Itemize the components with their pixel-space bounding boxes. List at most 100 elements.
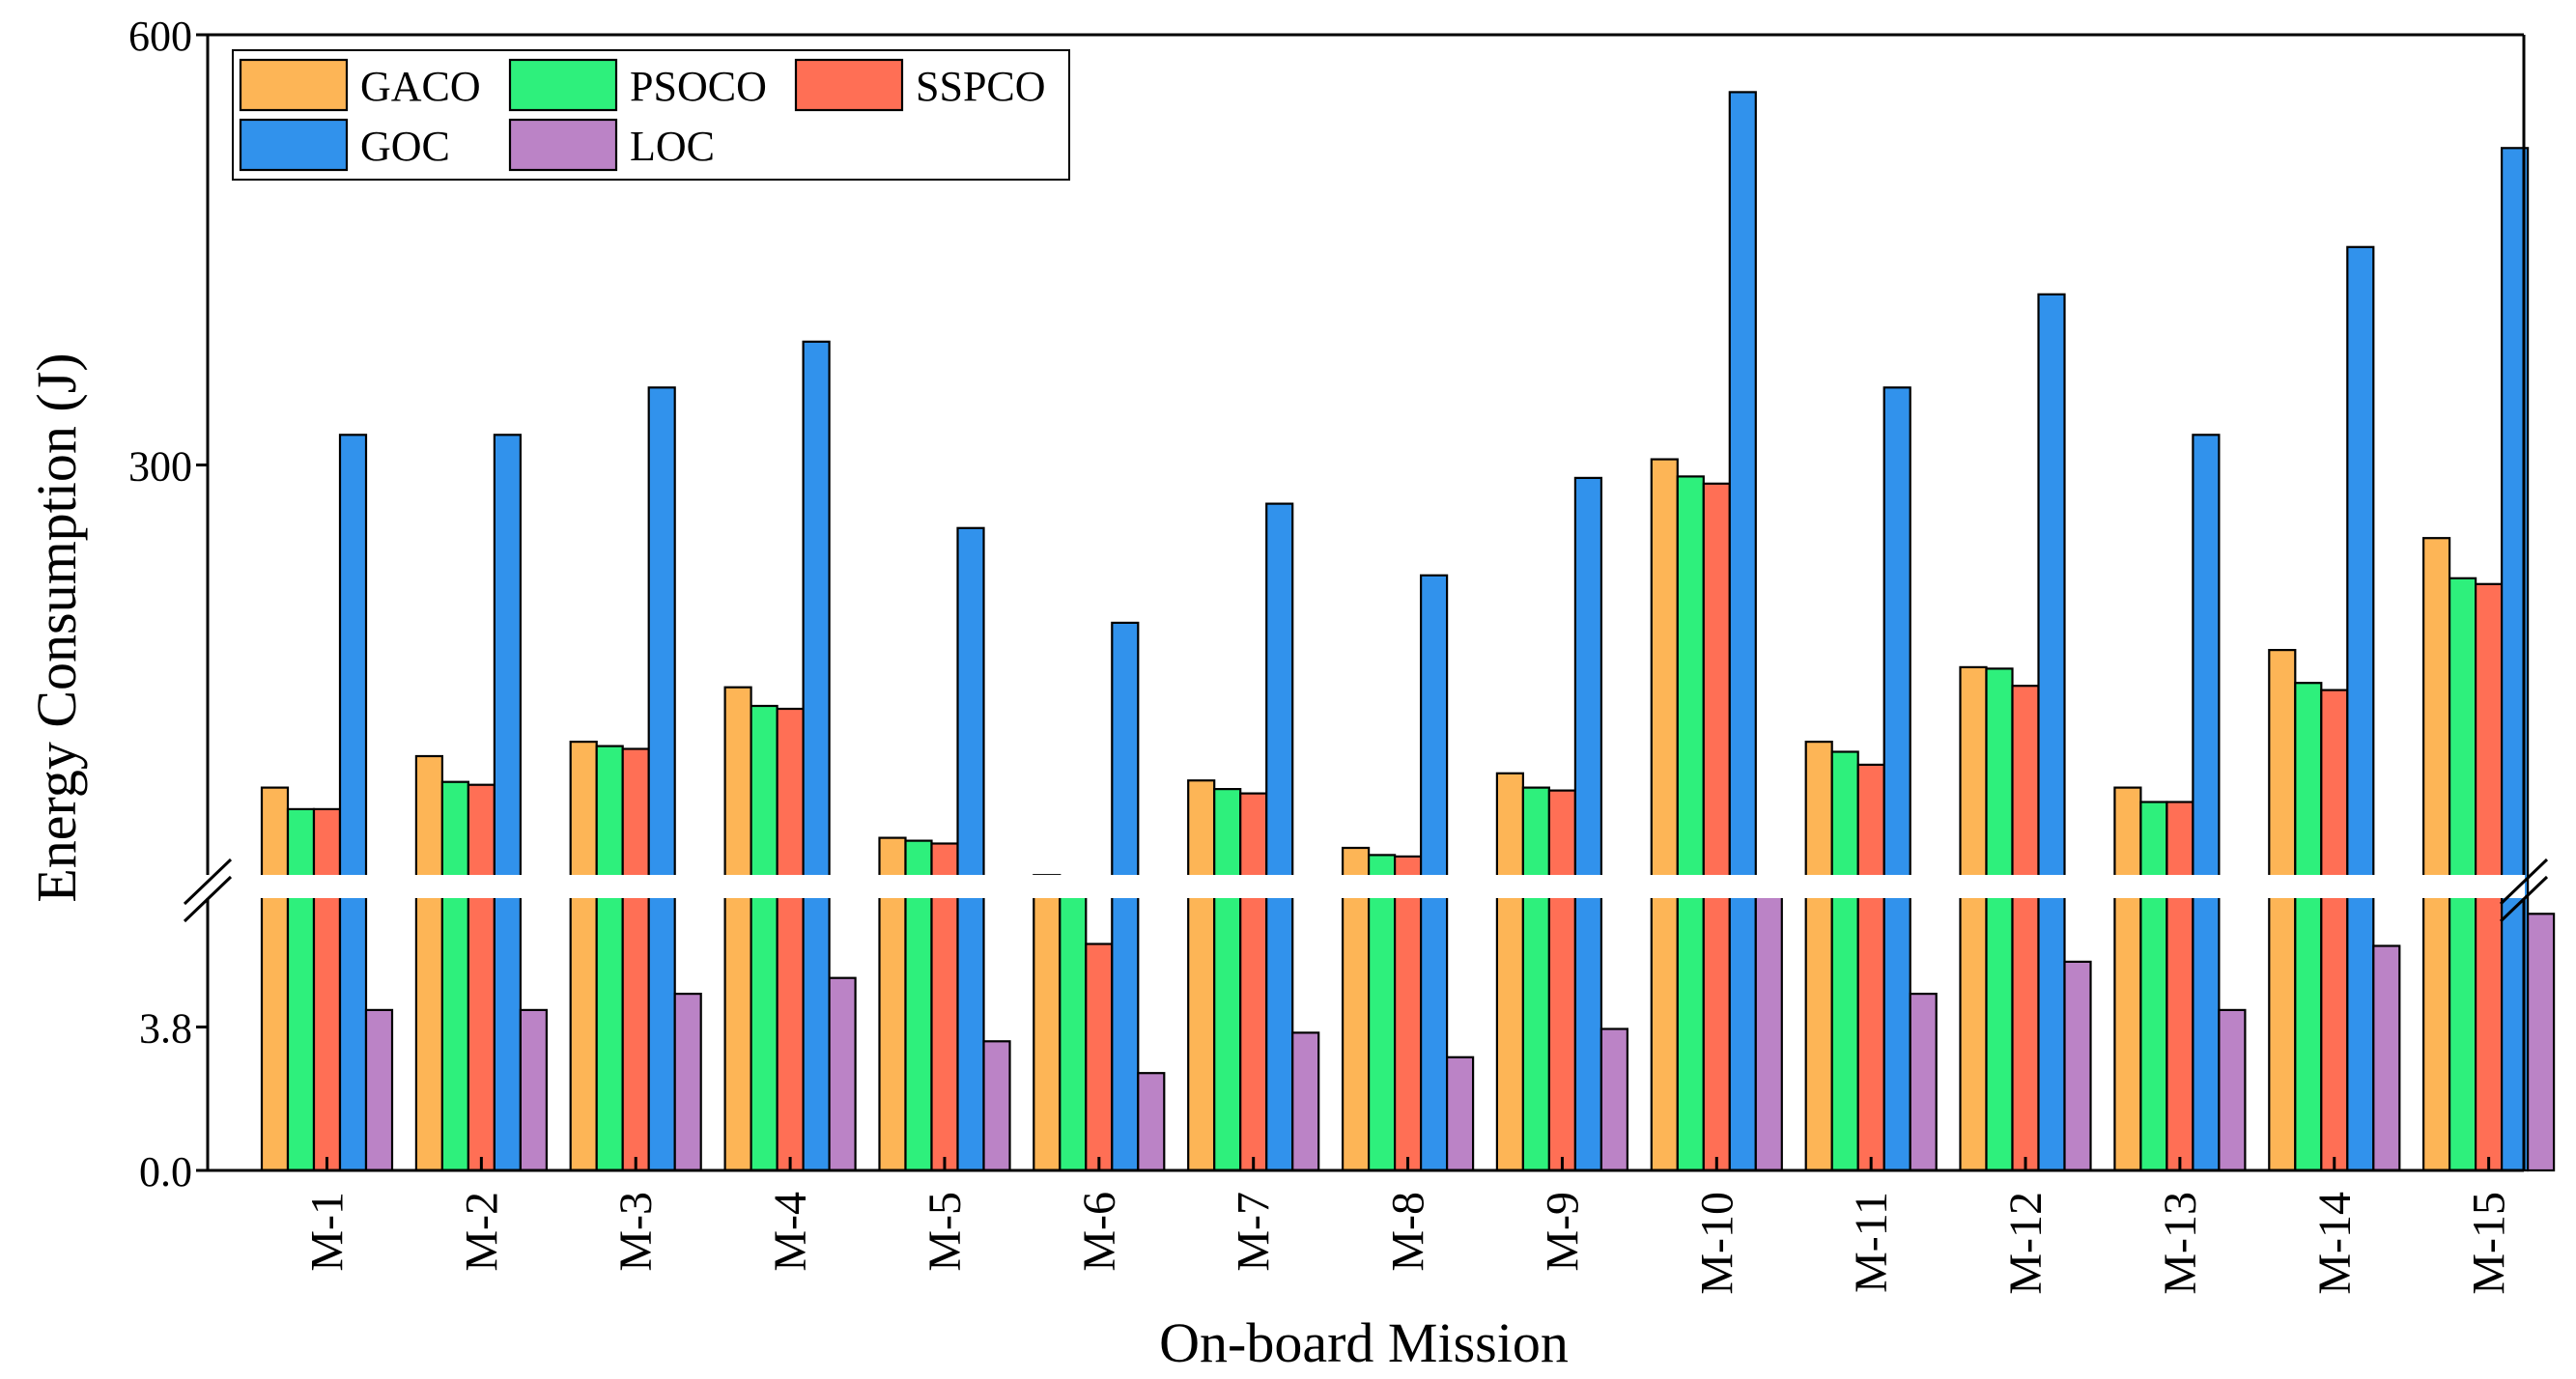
- y-tick-label: 3.8: [139, 1005, 192, 1053]
- bar-psoco-m-8: [1367, 854, 1397, 1172]
- bar-loc-m-7: [1291, 1031, 1320, 1172]
- bar-gaco-m-11: [1804, 740, 1833, 1172]
- x-tick-label: M-10: [1691, 1192, 1742, 1295]
- bar-loc-m-13: [2218, 1008, 2247, 1172]
- bar-gaco-m-3: [569, 740, 598, 1172]
- legend-label-sspco: SSPCO: [916, 63, 1046, 110]
- y-tick-label: 0.0: [139, 1148, 192, 1196]
- bar-goc-m-5: [956, 526, 985, 1172]
- bar-psoco-m-3: [595, 745, 624, 1172]
- x-axis-label: On-board Mission: [1159, 1311, 1569, 1374]
- plot-frame: [206, 33, 2526, 1172]
- bar-gaco-m-14: [2268, 648, 2297, 1172]
- bar-psoco-m-10: [1676, 475, 1705, 1172]
- bar-gaco-m-9: [1495, 772, 1525, 1172]
- bar-gaco-m-1: [260, 786, 290, 1172]
- y-tick-label: 600: [128, 13, 192, 60]
- bar-sspco-m-12: [2011, 685, 2040, 1172]
- bar-goc-m-2: [493, 434, 522, 1172]
- bar-sspco-m-11: [1856, 763, 1885, 1172]
- break-mark-left-1: [183, 858, 233, 906]
- bar-sspco-m-10: [1702, 482, 1731, 1172]
- bar-gaco-m-13: [2113, 786, 2142, 1172]
- break-gap: [207, 875, 2525, 898]
- bar-psoco-m-6: [1059, 882, 1088, 1172]
- bar-goc-m-12: [2037, 293, 2066, 1172]
- bar-sspco-m-4: [776, 707, 805, 1172]
- bar-sspco-m-8: [1393, 855, 1423, 1172]
- x-tick-label: M-6: [1074, 1192, 1125, 1272]
- bar-goc-m-7: [1265, 502, 1294, 1172]
- bar-loc-m-3: [673, 992, 702, 1172]
- bar-sspco-m-6: [1085, 943, 1114, 1172]
- bar-loc-m-2: [519, 1008, 549, 1172]
- x-tick-label: M-13: [2155, 1192, 2206, 1295]
- x-tick-label: M-5: [920, 1192, 971, 1272]
- bar-psoco-m-4: [750, 704, 778, 1172]
- axis-break: [183, 858, 2549, 923]
- bar-psoco-m-15: [2449, 577, 2477, 1172]
- legend-swatch-loc: [508, 118, 618, 172]
- bar-goc-m-14: [2346, 245, 2375, 1172]
- y-axis-label: Energy Consumption (J): [25, 352, 88, 902]
- bar-goc-m-11: [1882, 386, 1911, 1172]
- bar-psoco-m-7: [1213, 787, 1242, 1172]
- bar-goc-m-13: [2192, 434, 2221, 1172]
- bar-gaco-m-4: [723, 686, 752, 1172]
- legend-swatch-psoco: [508, 58, 618, 112]
- bar-loc-m-9: [1599, 1027, 1629, 1172]
- bar-sspco-m-1: [312, 807, 342, 1172]
- legend-swatch-sspco: [794, 58, 904, 112]
- x-tick-label: M-7: [1229, 1192, 1280, 1272]
- x-tick-label: M-15: [2464, 1192, 2515, 1295]
- bar-goc-m-4: [802, 340, 831, 1172]
- x-tick-label: M-4: [765, 1192, 816, 1272]
- bar-psoco-m-1: [286, 807, 316, 1172]
- bar-sspco-m-9: [1547, 789, 1577, 1172]
- bar-sspco-m-13: [2166, 801, 2194, 1172]
- bar-goc-m-3: [647, 386, 676, 1172]
- bar-sspco-m-14: [2320, 689, 2349, 1172]
- bar-gaco-m-15: [2422, 537, 2451, 1172]
- bar-loc-m-1: [364, 1008, 394, 1172]
- bar-loc-m-15: [2527, 913, 2556, 1172]
- bar-psoco-m-9: [1521, 786, 1551, 1172]
- bar-psoco-m-12: [1985, 667, 2014, 1172]
- bar-goc-m-9: [1573, 476, 1603, 1172]
- bar-loc-m-4: [828, 976, 857, 1172]
- bars-layer: [260, 91, 2556, 1172]
- y-tick-label: 300: [128, 443, 192, 491]
- bar-gaco-m-7: [1187, 779, 1216, 1172]
- bar-loc-m-11: [1909, 992, 1938, 1172]
- bar-goc-m-8: [1419, 574, 1449, 1172]
- legend-label-loc: LOC: [630, 123, 715, 170]
- x-tick-label: M-14: [2309, 1192, 2361, 1295]
- x-tick-label: M-1: [302, 1192, 354, 1272]
- x-tick-label: M-3: [610, 1192, 662, 1272]
- legend-label-gaco: GACO: [360, 63, 481, 110]
- x-tick-label: M-12: [2000, 1192, 2052, 1295]
- bar-gaco-m-10: [1650, 458, 1679, 1172]
- bar-gaco-m-6: [1033, 874, 1062, 1172]
- bar-loc-m-8: [1445, 1055, 1475, 1172]
- bar-psoco-m-13: [2139, 801, 2168, 1172]
- x-tick-label: M-8: [1383, 1192, 1434, 1272]
- bar-loc-m-12: [2063, 960, 2092, 1172]
- bar-loc-m-10: [1754, 894, 1783, 1172]
- bar-loc-m-14: [2372, 944, 2401, 1172]
- x-tick-label: M-2: [456, 1192, 507, 1272]
- bar-sspco-m-7: [1239, 792, 1268, 1172]
- legend-swatch-gaco: [239, 58, 349, 112]
- break-mark-right-1: [2499, 858, 2549, 906]
- break-mark-left-2: [183, 875, 233, 923]
- legend-box: [232, 49, 1070, 181]
- ticks-layer: 0.0 3.8 300 600: [128, 13, 2491, 1196]
- legend-swatch-goc: [239, 118, 349, 172]
- bar-goc-m-10: [1728, 91, 1757, 1172]
- bar-sspco-m-3: [621, 747, 650, 1172]
- bar-loc-m-6: [1137, 1072, 1166, 1172]
- x-tick-label: M-9: [1537, 1192, 1588, 1272]
- legend: GACO PSOCO SSPCO GOC LOC: [232, 49, 1070, 181]
- x-tick-labels: M-1 M-2 M-3 M-4 M-5 M-6 M-7 M-8 M-9 M-10 M-11 M-12 M…: [302, 1192, 2515, 1295]
- bar-psoco-m-14: [2294, 682, 2323, 1172]
